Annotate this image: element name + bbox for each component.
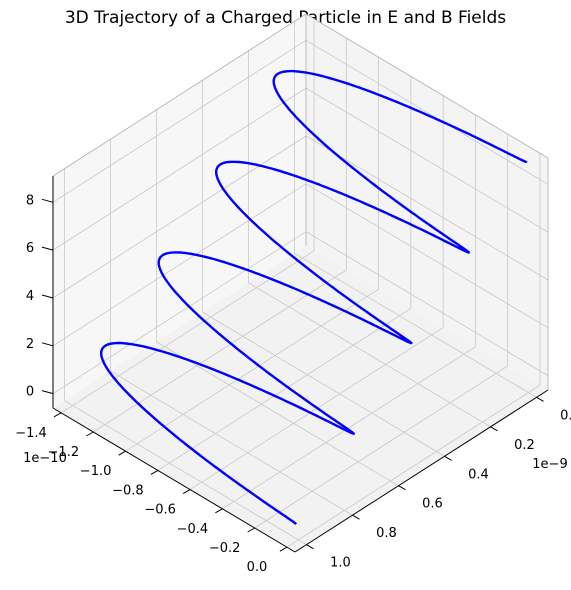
z-tick-2 [41,294,54,299]
trajectory-line [100,69,528,526]
y-tick-label-5: −0.4 [177,522,209,537]
x-tick-5 [306,544,314,550]
z-tick-label-0: 0 [26,385,34,400]
tick-marks [41,198,544,552]
grid-z-right-1 [305,183,549,329]
x-offset-label: 1e−9 [532,457,567,472]
y-tick-label-1: −1.2 [48,445,80,460]
x-tick-label-4: 0.8 [376,526,397,541]
left-wall-pane [53,14,306,408]
y-tick-4 [182,489,191,495]
grid-y-floor-5 [222,346,476,510]
x-tick-label-0: 0.0 [560,408,571,423]
y-tick-label-6: −0.2 [209,541,241,556]
x-tick-4 [352,514,360,520]
y-tick-0 [53,412,62,418]
z-tick-3 [41,246,54,251]
z-tick-0 [41,390,54,395]
x-tick-0 [536,396,544,402]
y-tick-6 [247,527,255,533]
grid-z-left-3 [52,87,307,251]
y-tick-label-7: 0.0 [247,560,268,575]
y-tick-2 [118,450,126,456]
grid-z-left-2 [52,135,307,299]
trajectory-series [100,69,528,526]
tick-labels: 0.00.20.40.60.81.01e−9−1.4−1.2−1.0−0.8−0… [15,193,571,575]
grid-y-floor-2 [125,288,379,452]
y-tick-label-3: −0.8 [112,483,144,498]
grid-z-right-2 [305,135,549,281]
chart-title: 3D Trajectory of a Charged Particle in E… [64,8,507,28]
y-tick-5 [215,508,223,514]
grid-z-left-1 [52,183,307,347]
grid-lines [52,18,549,548]
z-tick-label-4: 8 [26,193,34,208]
y-tick-3 [150,469,159,475]
x-tick-1 [490,426,498,432]
x-tick-label-3: 0.6 [422,497,443,512]
y-tick-label-2: −1.0 [80,464,112,479]
axis-panes [53,14,548,552]
grid-y-floor-7 [286,384,541,548]
grid-z-left-4 [52,39,307,203]
z-tick-label-2: 4 [26,289,34,304]
grid-y-floor-1 [93,269,347,433]
y-tick-1 [86,431,94,437]
grid-z-right-0 [305,231,549,376]
grid-z-right-4 [305,39,549,185]
grid-y-floor-0 [60,250,315,414]
z-tick-label-3: 6 [26,241,34,256]
y-offset-label: 1e−10 [23,451,67,466]
x-tick-label-1: 0.2 [514,438,535,453]
z-tick-1 [41,342,54,347]
x-axis-line [294,389,549,553]
grid-y-floor-3 [157,308,412,471]
grid-y-floor-6 [254,365,508,529]
grid-z-left-0 [52,231,307,394]
y-tick-7 [279,546,288,552]
pane-edge-top-left [52,13,307,177]
z-tick-4 [41,198,54,203]
z-tick-label-1: 2 [26,337,34,352]
x-tick-label-5: 1.0 [330,556,351,571]
floor-pane [53,246,548,552]
x-tick-2 [444,455,452,461]
right-wall-pane [306,14,548,390]
x-tick-label-2: 0.4 [468,467,489,482]
y-tick-label-0: −1.4 [15,426,47,441]
pane-edge-top-right [305,13,549,159]
x-tick-3 [398,485,406,491]
grid-z-right-3 [305,87,549,233]
y-tick-label-4: −0.6 [144,503,176,518]
